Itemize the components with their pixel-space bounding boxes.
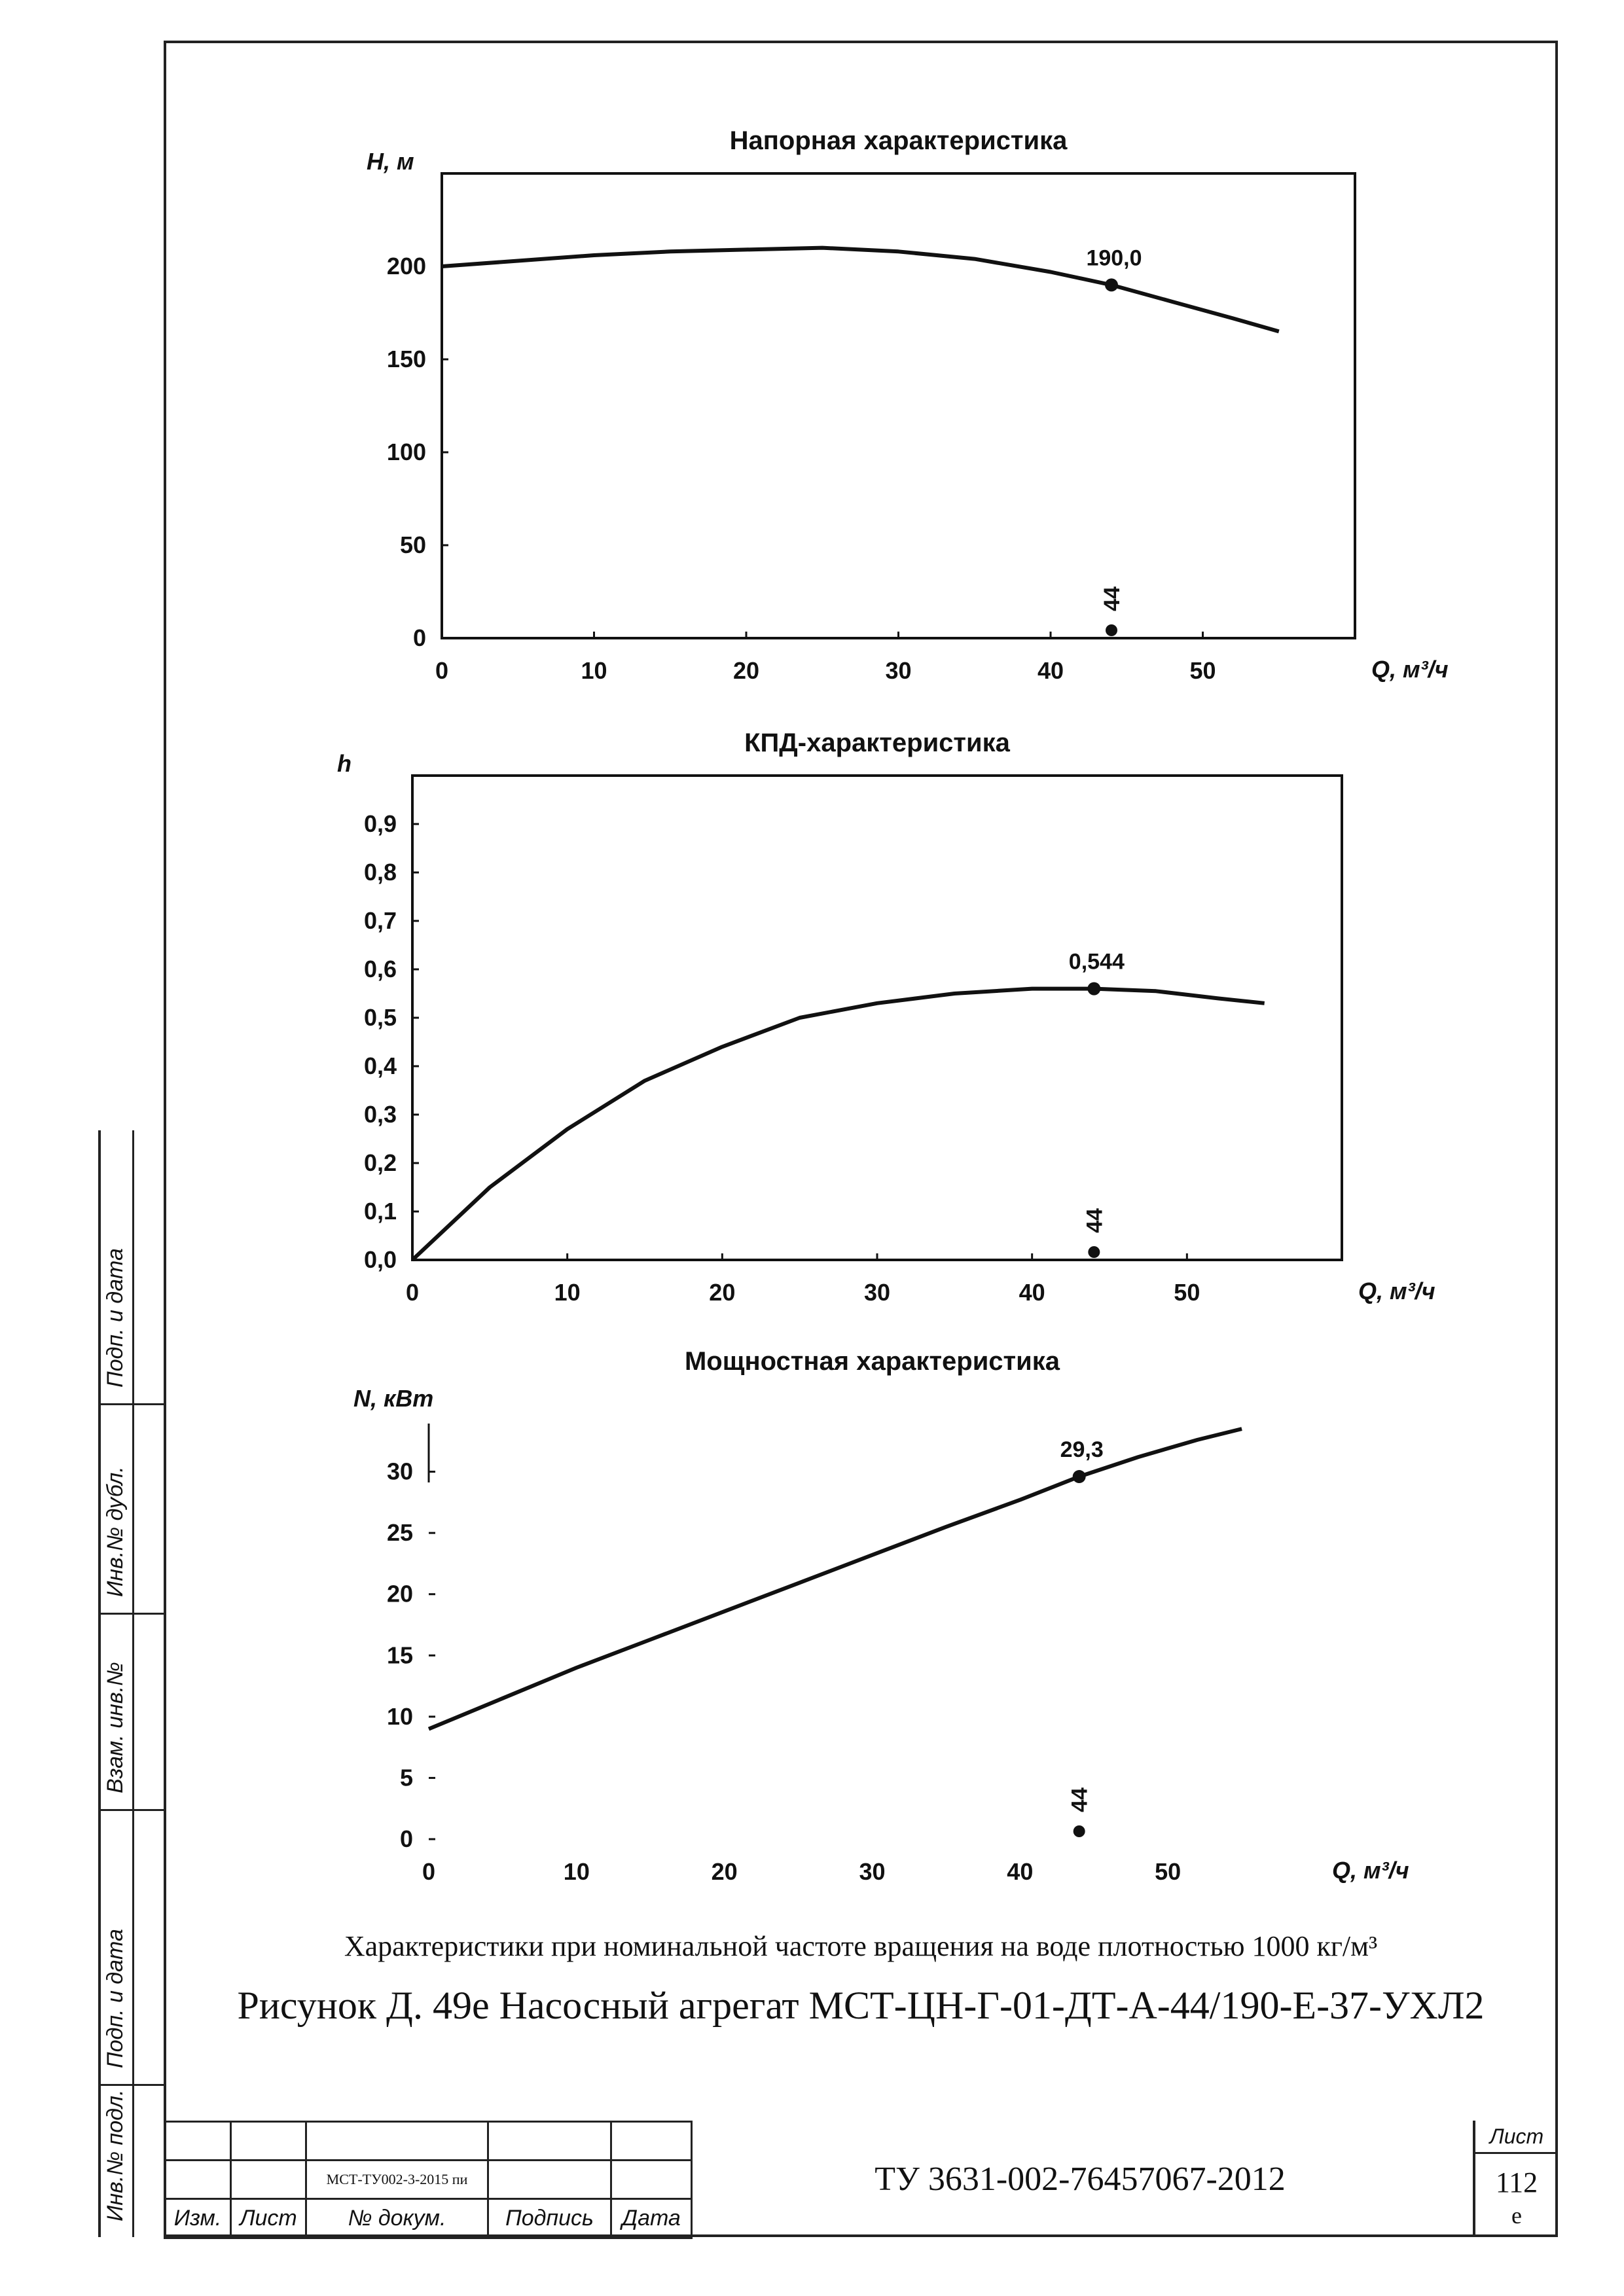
q-marker-label: 44 xyxy=(1082,1208,1107,1233)
y-tick-label: 150 xyxy=(387,346,426,372)
y-tick-label: 0,5 xyxy=(364,1004,397,1031)
q-marker-point xyxy=(1073,1825,1085,1837)
caption-figure-title: Рисунок Д. 49е Насосный агрегат МСТ-ЦН-Г… xyxy=(237,1984,1485,2027)
x-tick-label: 20 xyxy=(712,1858,738,1885)
operating-point xyxy=(1087,982,1101,996)
plot-frame xyxy=(411,774,1343,1261)
sheet-label: Лист xyxy=(1475,2121,1558,2154)
header-sheet: Лист xyxy=(230,2198,307,2239)
title-block: МСТ-ТУ002-3-2015 пи Изм. Лист № докум. П… xyxy=(164,2121,1558,2239)
x-tick-label: 10 xyxy=(564,1858,590,1885)
sheet-suffix: е xyxy=(1511,2202,1522,2229)
header-document-number: № докум. xyxy=(305,2198,489,2239)
y-tick-label: 0,8 xyxy=(364,859,397,886)
x-tick-label: 50 xyxy=(1174,1279,1200,1306)
x-axis-label: Q, м³/ч xyxy=(1358,1278,1435,1304)
x-tick-label: 10 xyxy=(554,1279,581,1306)
y-tick-label: 30 xyxy=(387,1458,413,1485)
x-tick-label: 40 xyxy=(1038,657,1064,684)
x-axis-label: Q, м³/ч xyxy=(1332,1857,1409,1884)
x-tick-label: 40 xyxy=(1007,1858,1033,1885)
y-tick-label: 25 xyxy=(387,1519,413,1546)
x-tick-label: 50 xyxy=(1155,1858,1181,1885)
operating-point-label: 29,3 xyxy=(1060,1437,1104,1462)
y-tick-label: 5 xyxy=(400,1764,413,1791)
y-tick-label: 0 xyxy=(413,624,426,651)
y-tick-label: 0 xyxy=(400,1825,413,1852)
page-frame xyxy=(164,41,1558,2237)
side-box-original-number: Инв.№ подл. xyxy=(101,2086,164,2237)
q-marker-label: 44 xyxy=(1068,1787,1092,1812)
side-box-signature-date-2: Подп. и дата xyxy=(101,1811,164,2086)
operating-point-label: 0,544 xyxy=(1069,950,1125,975)
y-tick-label: 0,9 xyxy=(364,810,397,837)
header-change: Изм. xyxy=(164,2198,232,2239)
y-tick-label: 20 xyxy=(387,1581,413,1607)
q-marker-label: 44 xyxy=(1100,586,1125,611)
y-tick-label: 0,1 xyxy=(364,1198,397,1225)
q-marker-point xyxy=(1088,1246,1100,1258)
x-tick-label: 40 xyxy=(1019,1279,1045,1306)
side-box-signature-date-1: Подп. и дата xyxy=(101,1130,164,1405)
x-tick-label: 0 xyxy=(406,1279,419,1306)
y-axis-label: h xyxy=(337,750,352,777)
plot-frame xyxy=(441,172,1356,639)
series-curve xyxy=(441,245,1280,334)
y-tick-label: 0,0 xyxy=(364,1246,397,1273)
q-marker-point xyxy=(1106,624,1117,636)
x-axis-label: Q, м³/ч xyxy=(1371,656,1449,683)
y-tick-label: 0,4 xyxy=(364,1052,397,1079)
side-label: Инв.№ подл. xyxy=(103,2089,128,2221)
y-tick-label: 0,2 xyxy=(364,1149,397,1176)
operating-point xyxy=(1105,278,1118,292)
x-tick-label: 30 xyxy=(885,657,911,684)
chart-title: Мощностная характеристика xyxy=(685,1347,1060,1376)
y-tick-label: 200 xyxy=(387,253,426,279)
y-tick-label: 15 xyxy=(387,1641,413,1668)
chart-title: Напорная характеристика xyxy=(730,126,1068,155)
side-label: Подп. и дата xyxy=(103,1929,128,2068)
series-curve xyxy=(427,1427,1242,1731)
side-box-duplicate-number: Инв.№ дубл. xyxy=(101,1405,164,1615)
x-tick-label: 10 xyxy=(581,657,607,684)
sheet-number: 112 xyxy=(1495,2166,1538,2198)
y-axis-label: N, кВт xyxy=(353,1385,433,1412)
y-axis-label: H, м xyxy=(367,148,414,175)
header-date: Дата xyxy=(610,2198,693,2239)
revision-table: МСТ-ТУ002-3-2015 пи Изм. Лист № докум. П… xyxy=(164,2121,693,2239)
sheet-number-box: Лист 112 е xyxy=(1473,2121,1558,2237)
x-tick-label: 30 xyxy=(859,1858,885,1885)
y-tick-label: 10 xyxy=(387,1703,413,1730)
x-tick-label: 30 xyxy=(864,1279,890,1306)
x-tick-label: 20 xyxy=(733,657,759,684)
x-tick-label: 20 xyxy=(709,1279,735,1306)
x-tick-label: 0 xyxy=(422,1858,435,1885)
x-tick-label: 50 xyxy=(1189,657,1216,684)
y-tick-label: 0,7 xyxy=(364,907,397,934)
header-signature: Подпись xyxy=(487,2198,612,2239)
series-curve xyxy=(410,986,1265,1262)
y-tick-label: 0,6 xyxy=(364,956,397,982)
operating-point-label: 190,0 xyxy=(1086,245,1142,270)
y-tick-label: 100 xyxy=(387,439,426,465)
caption-conditions: Характеристики при номинальной частоте в… xyxy=(344,1930,1378,1962)
y-tick-label: 0,3 xyxy=(364,1101,397,1128)
chart-title: КПД-характеристика xyxy=(744,728,1010,757)
side-box-replacement-number: Взам. инв.№ xyxy=(101,1615,164,1811)
operating-point xyxy=(1072,1470,1086,1484)
x-tick-label: 0 xyxy=(435,657,448,684)
side-stamp-column: Подп. и дата Инв.№ дубл. Взам. инв.№ Под… xyxy=(98,1130,164,2237)
doc-reference: МСТ-ТУ002-3-2015 пи xyxy=(305,2159,489,2200)
document-code: ТУ 3631-002-76457067-2012 xyxy=(875,2160,1286,2198)
y-tick-label: 50 xyxy=(400,531,426,558)
